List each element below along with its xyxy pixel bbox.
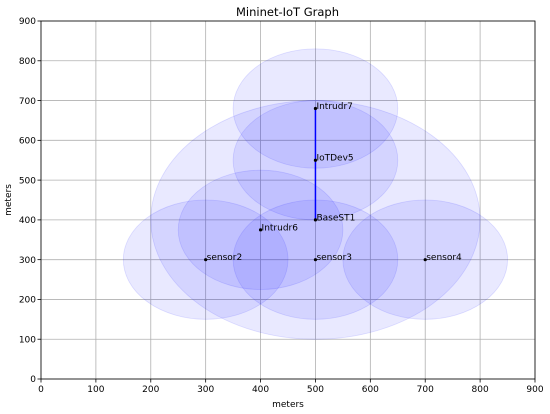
y-tick-label: 400 [19,216,36,226]
x-tick-label: 200 [142,385,159,395]
x-tick-label: 300 [197,385,214,395]
y-tick-label: 500 [19,176,36,186]
node-label-basest1: BaseST1 [316,213,355,223]
x-tick-label: 700 [417,385,434,395]
y-tick-label: 100 [19,335,36,345]
x-tick-label: 400 [252,385,269,395]
node-label-iotdev5: IoTDev5 [316,154,353,164]
node-point-intrudr7 [313,106,318,111]
nodes: sensor2 sensor3 sensor4 BaseST1 IoTDev5 Intru… [204,102,462,263]
node-point-intrudr6 [258,228,263,232]
node-label-sensor3: sensor3 [316,253,352,263]
node-label-sensor4: sensor4 [426,253,462,263]
node-label-intrudr7: Intrudr7 [316,102,352,112]
node-point-sensor2 [204,258,208,262]
y-tick-label: 0 [30,375,36,385]
plot-frame [40,20,536,380]
node-point-sensor4 [423,258,427,262]
x-tick-label: 500 [307,385,324,395]
node-point-sensor3 [313,258,318,262]
node-point-basest1 [313,218,318,222]
node-label-sensor2: sensor2 [207,253,243,263]
x-axis-label: meters [272,400,304,410]
node-label-intrudr6: Intrudr6 [262,223,299,233]
y-tick-label: 300 [19,256,36,266]
chart-title: Mininet-IoT Graph [236,5,339,19]
y-tick-label: 700 [19,97,36,107]
x-tick-label: 0 [38,385,44,395]
x-tick-label: 900 [526,385,543,395]
y-tick-label: 900 [19,17,36,27]
x-tick-label: 600 [362,385,379,395]
y-tick-label: 800 [19,57,36,67]
node-point-iotdev5 [313,158,318,162]
ticks: 0 100 200 300 400 500 600 700 800 900 0 100 200 300 40… [19,17,544,395]
x-tick-label: 100 [87,385,104,395]
y-axis-label: meters [4,184,14,216]
y-tick-label: 600 [19,137,36,147]
y-tick-label: 200 [19,296,36,306]
x-tick-label: 800 [472,385,489,395]
